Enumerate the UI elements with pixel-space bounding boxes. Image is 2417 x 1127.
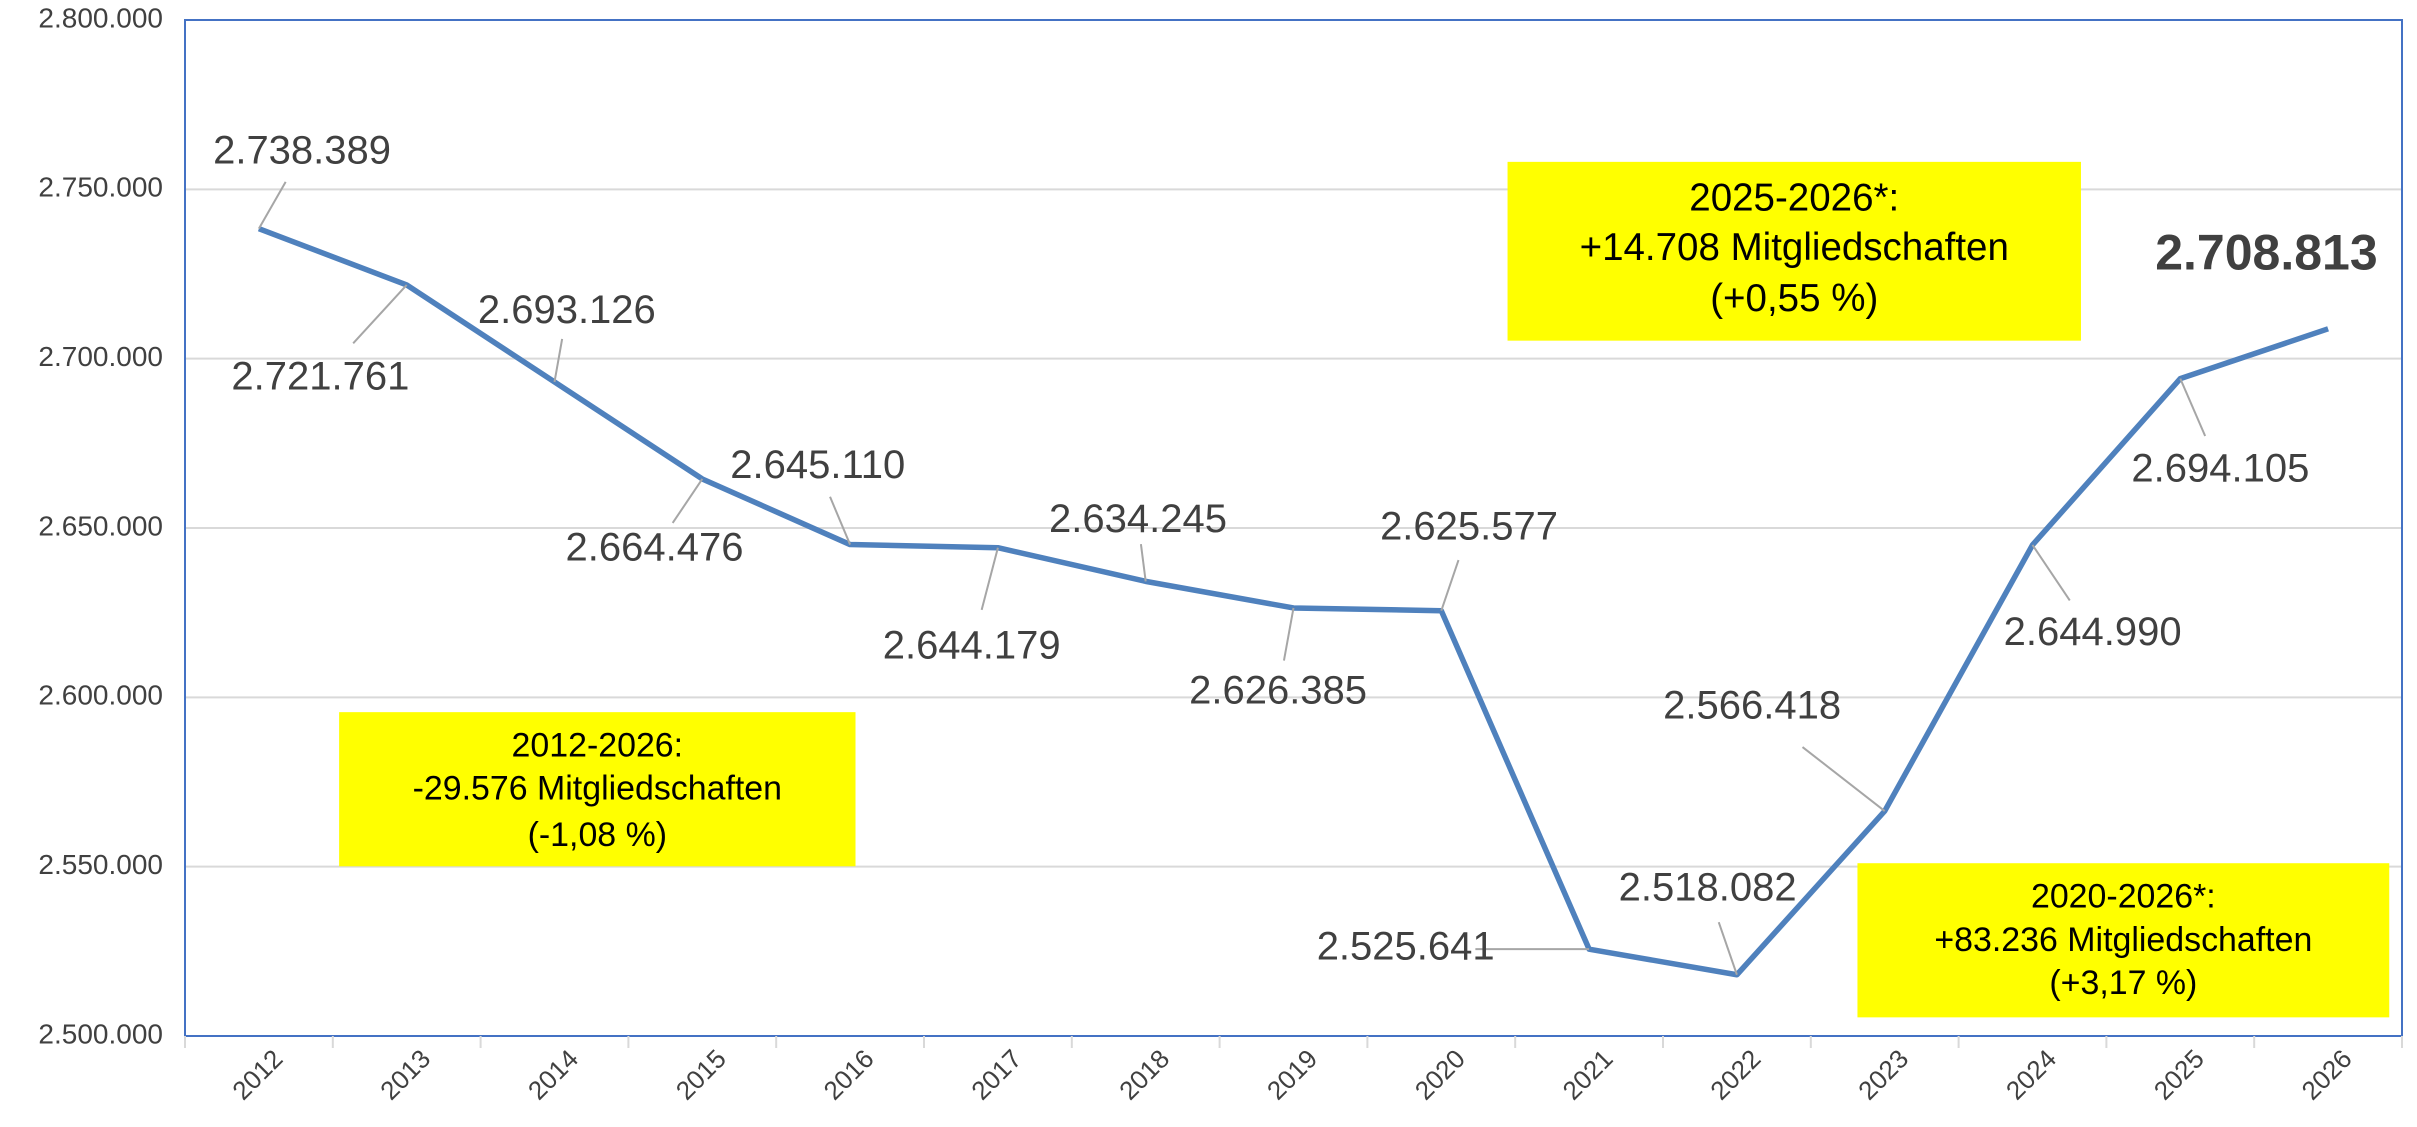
annotation-text: -29.576 Mitgliedschaften [413,770,782,808]
annotation-text: (-1,08 %) [528,816,667,854]
data-label: 2.738.389 [213,129,391,173]
leader-line [980,547,999,611]
y-tick-label: 2.650.000 [38,510,163,541]
annotation-text: 2020-2026*: [2031,878,2216,916]
leader-line [1440,559,1460,612]
data-label: 2.708.813 [2155,225,2377,281]
leader-line [1139,543,1147,582]
data-label: 2.518.082 [1619,866,1797,910]
annotation-box [1507,161,2081,341]
data-line [257,226,2329,978]
leader-line [1801,746,1886,812]
leader-line [553,338,564,383]
y-tick-label: 2.600.000 [38,680,163,711]
data-label: 2.694.105 [2131,447,2309,491]
x-tick-label: 2025 [2148,1043,2210,1105]
leader-line [352,284,408,344]
x-tick-label: 2013 [374,1043,436,1105]
annotation-box [339,712,856,867]
leader-line [2179,378,2207,437]
annotation-text: (+3,17 %) [2049,964,2197,1002]
y-tick-label: 2.500.000 [38,1018,163,1049]
x-tick-label: 2019 [1261,1043,1323,1105]
leader-line [1282,607,1295,661]
data-label: 2.525.641 [1317,925,1495,969]
data-label: 2.664.476 [566,525,744,569]
leader-line [258,181,287,230]
annotation-text: (+0,55 %) [1710,277,1878,320]
leader-line [1717,921,1738,976]
x-tick-label: 2021 [1557,1043,1619,1105]
data-label: 2.634.245 [1049,497,1227,541]
x-tick-label: 2023 [1852,1043,1914,1105]
annotation-text: 2012-2026: [512,727,684,765]
data-label: 2.644.990 [2004,610,2182,654]
y-tick-label: 2.750.000 [38,172,163,203]
data-label: 2.566.418 [1663,683,1841,727]
data-label: 2.721.761 [231,355,409,399]
y-tick-label: 2.550.000 [38,849,163,880]
annotation-text: 2025-2026*: [1689,177,1899,220]
y-tick-label: 2.700.000 [38,341,163,372]
annotation-text: +14.708 Mitgliedschaften [1580,226,2009,269]
x-tick-label: 2017 [965,1043,1027,1105]
leader-line [671,478,704,524]
x-tick-label: 2026 [2296,1043,2358,1105]
data-label: 2.645.110 [730,443,905,487]
annotation-box [1857,863,2390,1018]
data-label: 2.644.179 [883,623,1061,667]
x-tick-label: 2015 [670,1043,732,1105]
x-tick-label: 2016 [818,1043,880,1105]
leader-line [2031,544,2071,601]
annotation-text: +83.236 Mitgliedschaften [1934,921,2312,959]
data-label: 2.625.577 [1380,505,1558,549]
x-tick-label: 2018 [1113,1043,1175,1105]
y-tick-label: 2.800.000 [38,2,163,33]
data-label: 2.693.126 [478,288,656,332]
plot-frame [184,19,2403,1037]
x-tick-label: 2014 [522,1043,584,1105]
x-tick-label: 2020 [1409,1043,1471,1105]
x-tick-label: 2012 [226,1043,288,1105]
leader-line [829,496,852,545]
x-tick-label: 2022 [1704,1043,1766,1105]
x-tick-label: 2024 [2000,1043,2062,1105]
data-label: 2.626.385 [1189,668,1367,712]
